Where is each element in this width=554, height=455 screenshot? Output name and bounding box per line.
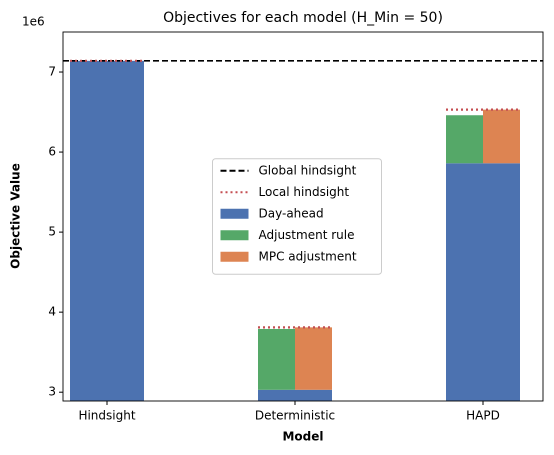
legend-label: Local hindsight [259, 185, 350, 199]
legend-label: MPC adjustment [259, 249, 357, 263]
legend-swatch [220, 208, 249, 219]
bar-segment [446, 163, 520, 401]
bar-segment [70, 60, 144, 402]
legend-label: Day-ahead [259, 206, 324, 220]
bar-segment [258, 389, 332, 401]
legend-label: Global hindsight [259, 163, 357, 177]
bar-segment [295, 327, 332, 390]
bar-segment [258, 328, 295, 390]
y-axis-label: Objective Value [9, 163, 23, 269]
y-tick-label: 5 [48, 225, 56, 239]
legend-label: Adjustment rule [259, 228, 355, 242]
y-offset-label: 1e6 [22, 15, 45, 29]
y-tick-label: 4 [48, 305, 56, 319]
legend-swatch [220, 230, 249, 241]
legend-box [212, 158, 382, 275]
x-tick-label: HAPD [466, 409, 500, 423]
y-tick-label: 7 [48, 65, 56, 79]
x-axis-label: Model [282, 430, 323, 444]
plot-frame [62, 31, 544, 402]
legend-swatch [220, 251, 249, 262]
x-tick-label: Deterministic [255, 409, 335, 423]
y-tick-label: 6 [48, 145, 56, 159]
bar-segment [483, 109, 520, 164]
bar-segment [446, 115, 483, 164]
chart-title: Objectives for each model (H_Min = 50) [163, 10, 443, 26]
y-tick-label: 3 [48, 385, 56, 399]
x-tick-label: Hindsight [78, 409, 135, 423]
